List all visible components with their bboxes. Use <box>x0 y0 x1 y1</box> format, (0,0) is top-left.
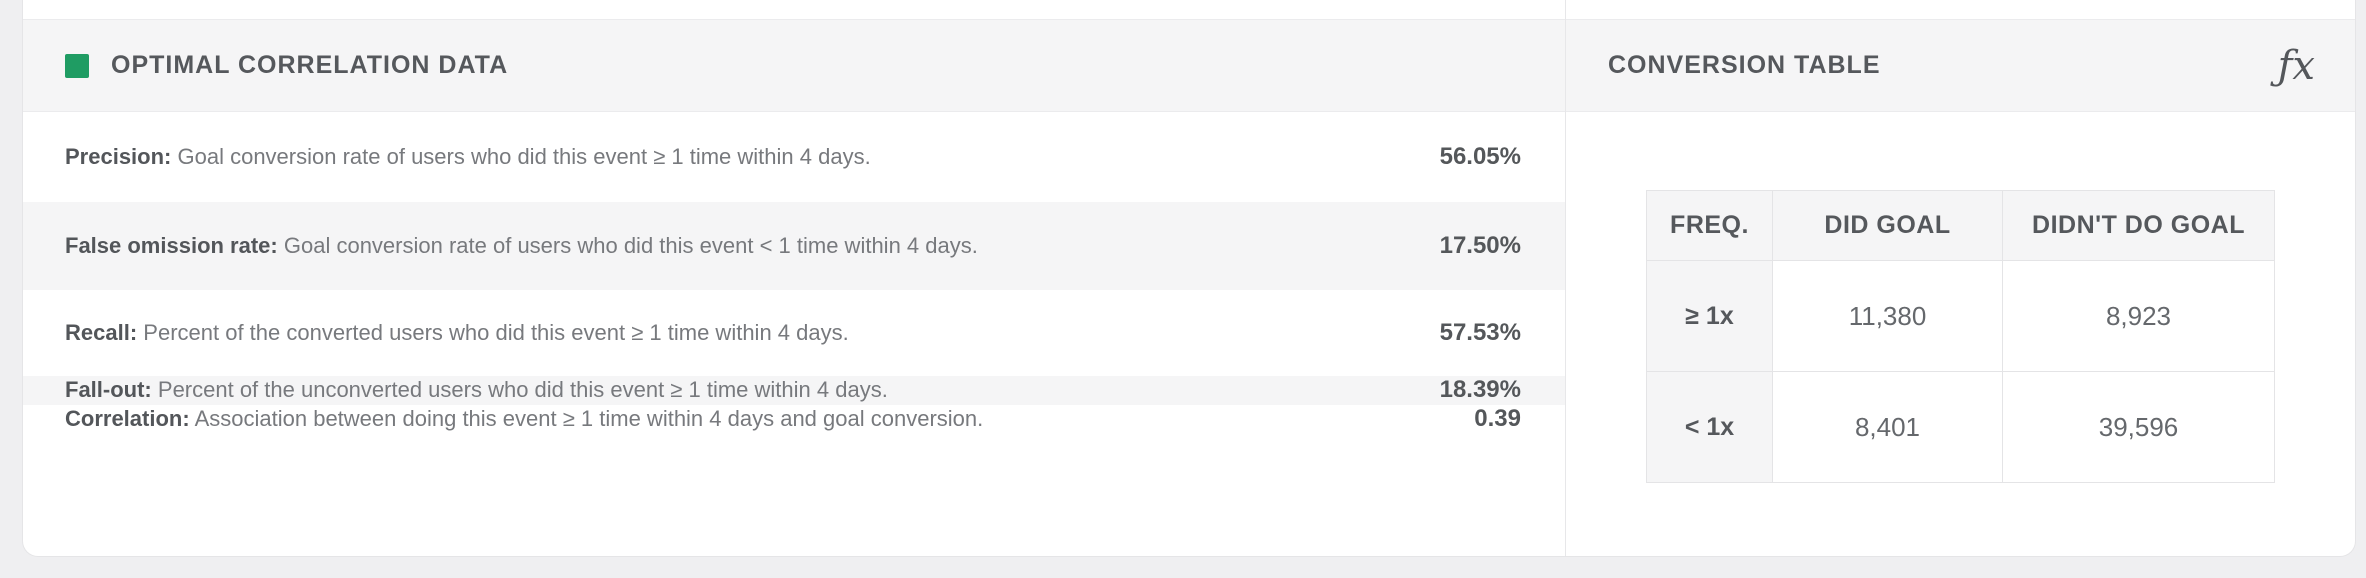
panel-divider <box>1565 0 1566 556</box>
previous-row-remnant <box>23 0 1565 19</box>
metric-label: False omission rate: <box>65 232 278 258</box>
metric-value: 17.50% <box>1439 232 1521 259</box>
metric-value: 0.39 <box>1474 404 1521 432</box>
table-row-lt-1x: < 1x 8,401 39,596 <box>1646 371 2275 483</box>
didnt-do-goal-cell: 39,596 <box>2002 371 2275 483</box>
metric-description: Percent of the converted users who did t… <box>143 319 849 345</box>
panel-title-conversion-table: CONVERSION TABLE <box>1608 51 1881 79</box>
metric-description: Percent of the unconverted users who did… <box>157 377 888 402</box>
metric-value: 18.39% <box>1439 376 1521 404</box>
metric-description: Goal conversion rate of users who did th… <box>283 232 978 258</box>
formula-fx-icon[interactable]: ƒx <box>2277 42 2315 89</box>
metric-description: Association between doing this event ≥ 1… <box>194 405 984 431</box>
metric-row-recall: Recall: Percent of the converted users w… <box>23 290 1565 376</box>
panel-title-optimal-correlation: OPTIMAL CORRELATION DATA <box>111 51 509 79</box>
previous-row-remnant <box>1566 0 2355 19</box>
column-header-freq: FREQ. <box>1646 190 1773 261</box>
metric-label: Fall-out: <box>65 377 152 402</box>
optimal-correlation-header: OPTIMAL CORRELATION DATA <box>23 19 1565 112</box>
metric-row-false-omission-rate: False omission rate: Goal conversion rat… <box>23 202 1565 290</box>
table-row-gte-1x: ≥ 1x 11,380 8,923 <box>1646 260 2275 372</box>
metric-row-correlation: Correlation: Association between doing t… <box>23 404 1565 434</box>
legend-swatch <box>65 53 89 78</box>
column-header-did-goal: DID GOAL <box>1772 190 2003 261</box>
column-header-didnt-do-goal: DIDN'T DO GOAL <box>2002 190 2275 261</box>
optimal-correlation-panel: OPTIMAL CORRELATION DATA Precision: Goal… <box>23 0 1565 556</box>
conversion-table: FREQ. DID GOAL DIDN'T DO GOAL ≥ 1x 11,38… <box>1646 190 2275 483</box>
metric-value: 56.05% <box>1439 143 1521 170</box>
metric-row-precision: Precision: Goal conversion rate of users… <box>23 112 1565 202</box>
metric-row-fall-out: Fall-out: Percent of the unconverted use… <box>23 376 1565 405</box>
did-goal-cell: 11,380 <box>1772 260 2003 372</box>
didnt-do-goal-cell: 8,923 <box>2002 260 2275 372</box>
did-goal-cell: 8,401 <box>1772 371 2003 483</box>
conversion-table-header: CONVERSION TABLE ƒx <box>1566 19 2355 112</box>
conversion-table-panel: CONVERSION TABLE ƒx FREQ. DID GOAL DIDN'… <box>1566 0 2355 556</box>
conversion-table-header-row: FREQ. DID GOAL DIDN'T DO GOAL <box>1646 190 2275 261</box>
metric-label: Precision: <box>65 143 172 169</box>
metric-label: Correlation: <box>65 405 190 431</box>
metric-label: Recall: <box>65 319 138 345</box>
metric-value: 57.53% <box>1439 319 1521 346</box>
freq-cell: < 1x <box>1646 371 1773 483</box>
correlation-card: OPTIMAL CORRELATION DATA Precision: Goal… <box>22 0 2356 557</box>
metric-description: Goal conversion rate of users who did th… <box>177 143 871 169</box>
freq-cell: ≥ 1x <box>1646 260 1773 372</box>
